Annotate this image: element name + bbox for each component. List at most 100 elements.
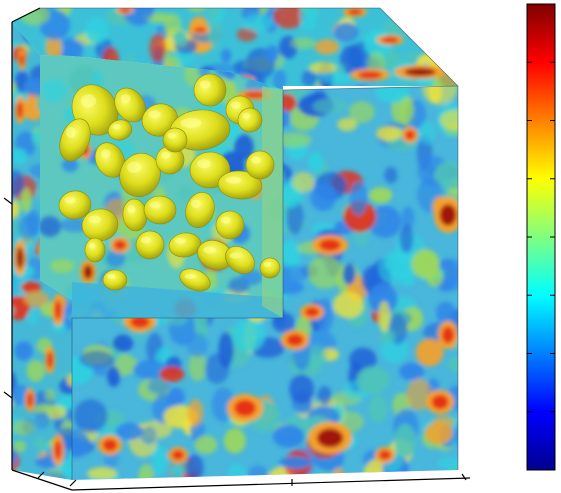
isosurface-highlight [199, 80, 211, 89]
field-patch [292, 171, 315, 193]
field-patch [223, 428, 246, 454]
field-patch [317, 386, 332, 405]
field-patch [439, 109, 458, 131]
field-patch [226, 462, 247, 480]
field-patch [439, 37, 454, 69]
field-patch [194, 435, 218, 455]
field-patch [104, 409, 118, 431]
field-patch [12, 198, 20, 219]
field-patch [418, 121, 436, 144]
isosurface-highlight [120, 94, 131, 104]
field-patch [115, 422, 144, 441]
field-patch [342, 263, 356, 286]
hotspot-core [319, 239, 341, 251]
hotspot-core [27, 392, 33, 408]
isosurface-highlight [140, 236, 151, 244]
isosurface-highlight [88, 215, 101, 224]
field-patch [401, 8, 422, 28]
field-patch [34, 411, 51, 430]
field-patch [220, 48, 232, 64]
field-patch [436, 301, 456, 324]
field-patch [12, 420, 35, 436]
hotspot-core [234, 399, 256, 417]
field-patch [378, 301, 391, 332]
field-patch [424, 421, 453, 445]
field-patch [61, 158, 79, 173]
field-patch [349, 181, 368, 216]
field-patch [188, 352, 207, 382]
isosurface-highlight [112, 124, 121, 129]
field-patch [446, 355, 458, 374]
field-patch [319, 72, 338, 83]
hotspot-core [442, 326, 454, 344]
field-patch [79, 350, 114, 369]
field-patch [450, 43, 458, 66]
field-patch [186, 332, 208, 358]
isosurface-highlight [180, 118, 202, 128]
field-patch [264, 45, 279, 63]
field-patch [368, 205, 402, 238]
field-patch [437, 457, 458, 470]
field-patch [59, 377, 72, 395]
field-patch [273, 8, 305, 29]
field-patch [276, 132, 312, 148]
isosurface-highlight [160, 151, 171, 159]
field-patch [356, 366, 390, 394]
cutout-interior [40, 55, 283, 318]
field-patch [339, 45, 364, 75]
field-patch [456, 20, 458, 47]
hotspot-core [83, 264, 93, 280]
hotspot-core [130, 316, 150, 328]
field-patch [421, 86, 458, 105]
hotspot-core [404, 67, 436, 77]
field-patch [417, 8, 442, 22]
field-patch [85, 17, 109, 45]
field-patch [12, 392, 13, 411]
field-patch [337, 117, 358, 132]
field-patch [438, 47, 458, 67]
field-patch [66, 373, 72, 388]
field-patch [348, 101, 375, 124]
field-patch [278, 456, 312, 469]
isosurface-highlight [80, 94, 97, 108]
field-patch [34, 437, 46, 450]
field-patch [368, 283, 398, 315]
field-patch [403, 10, 433, 32]
isosurface-highlight [229, 252, 241, 259]
hotspot-core [54, 440, 62, 460]
field-patch [0, 149, 12, 167]
field-patch [426, 267, 443, 287]
field-patch [308, 151, 323, 172]
field-patch [301, 70, 317, 87]
field-patch [50, 259, 75, 273]
hotspot-core [54, 300, 62, 320]
isosurface-highlight [250, 156, 261, 164]
field-patch [236, 27, 257, 42]
field-patch [14, 341, 33, 361]
hotspot-core [304, 307, 320, 317]
field-patch [19, 8, 50, 26]
field-patch [73, 399, 108, 433]
field-patch [87, 467, 118, 480]
isosurface-highlight [184, 274, 196, 279]
field-patch [44, 389, 56, 402]
field-patch [376, 126, 402, 141]
field-patch [415, 338, 444, 367]
field-patch [286, 199, 304, 235]
hotspot-core [119, 8, 131, 13]
field-patch [401, 206, 415, 230]
field-patch [70, 40, 83, 61]
field-patch [399, 224, 414, 253]
hotspot-core [347, 9, 363, 15]
field-patch [426, 8, 445, 13]
field-patch [105, 250, 126, 268]
isosurface-highlight [225, 176, 242, 184]
isosurface-highlight [88, 242, 96, 249]
field-patch [204, 353, 230, 384]
field-patch [384, 166, 398, 184]
field-patch [272, 424, 305, 448]
field-patch [378, 251, 412, 285]
field-patch [20, 188, 32, 213]
field-patch [177, 184, 194, 203]
field-patch [414, 8, 435, 36]
